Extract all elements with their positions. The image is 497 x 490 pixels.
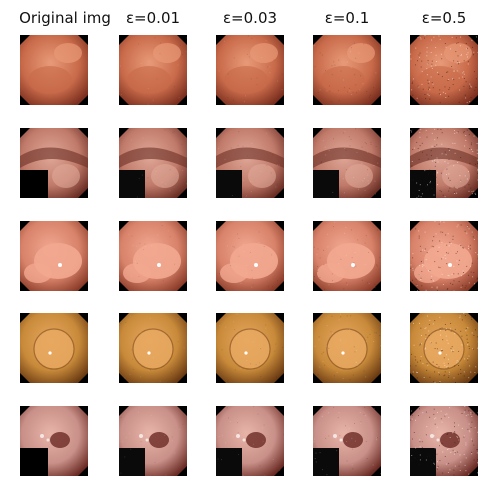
endoscopy-image bbox=[410, 35, 478, 105]
endoscopy-image bbox=[313, 221, 381, 291]
endoscopy-image bbox=[20, 313, 88, 383]
endoscopy-image bbox=[20, 406, 88, 476]
endoscopy-image bbox=[313, 128, 381, 198]
endoscopy-image bbox=[119, 221, 187, 291]
endoscopy-image-svg bbox=[216, 221, 284, 291]
endoscopy-image-svg bbox=[20, 313, 88, 383]
endoscopy-image bbox=[216, 313, 284, 383]
endoscopy-image bbox=[410, 128, 478, 198]
column-title: ε=0.1 bbox=[324, 9, 370, 27]
endoscopy-image bbox=[216, 221, 284, 291]
endoscopy-image bbox=[119, 313, 187, 383]
endoscopy-image bbox=[313, 406, 381, 476]
endoscopy-image-svg bbox=[119, 221, 187, 291]
endoscopy-image bbox=[410, 313, 478, 383]
endoscopy-image-svg bbox=[20, 128, 88, 198]
endoscopy-image bbox=[216, 128, 284, 198]
endoscopy-image-svg bbox=[216, 313, 284, 383]
column-title: ε=0.01 bbox=[125, 9, 181, 27]
endoscopy-image bbox=[410, 406, 478, 476]
endoscopy-image bbox=[119, 406, 187, 476]
endoscopy-image-svg bbox=[119, 406, 187, 476]
endoscopy-image-svg bbox=[216, 406, 284, 476]
endoscopy-image-svg bbox=[20, 35, 88, 105]
endoscopy-image-svg bbox=[216, 128, 284, 198]
endoscopy-image-svg bbox=[410, 35, 478, 105]
endoscopy-image bbox=[216, 35, 284, 105]
endoscopy-image-svg bbox=[216, 35, 284, 105]
endoscopy-image-svg bbox=[410, 221, 478, 291]
endoscopy-image-svg bbox=[119, 313, 187, 383]
endoscopy-image bbox=[20, 128, 88, 198]
column-title: Original img bbox=[19, 9, 111, 27]
endoscopy-image-svg bbox=[20, 406, 88, 476]
endoscopy-image-svg bbox=[119, 35, 187, 105]
endoscopy-image bbox=[313, 35, 381, 105]
endoscopy-image-svg bbox=[313, 313, 381, 383]
endoscopy-image-svg bbox=[313, 406, 381, 476]
endoscopy-image bbox=[313, 313, 381, 383]
endoscopy-image-svg bbox=[20, 221, 88, 291]
endoscopy-image-svg bbox=[313, 128, 381, 198]
endoscopy-image-svg bbox=[313, 35, 381, 105]
endoscopy-image bbox=[119, 35, 187, 105]
column-title: ε=0.5 bbox=[421, 9, 467, 27]
endoscopy-image bbox=[20, 221, 88, 291]
endoscopy-image bbox=[119, 128, 187, 198]
endoscopy-image bbox=[216, 406, 284, 476]
endoscopy-image bbox=[20, 35, 88, 105]
endoscopy-image-svg bbox=[410, 128, 478, 198]
endoscopy-image-svg bbox=[313, 221, 381, 291]
endoscopy-image bbox=[410, 221, 478, 291]
endoscopy-image-svg bbox=[410, 313, 478, 383]
column-title: ε=0.03 bbox=[222, 9, 278, 27]
endoscopy-image-svg bbox=[410, 406, 478, 476]
endoscopy-image-svg bbox=[119, 128, 187, 198]
